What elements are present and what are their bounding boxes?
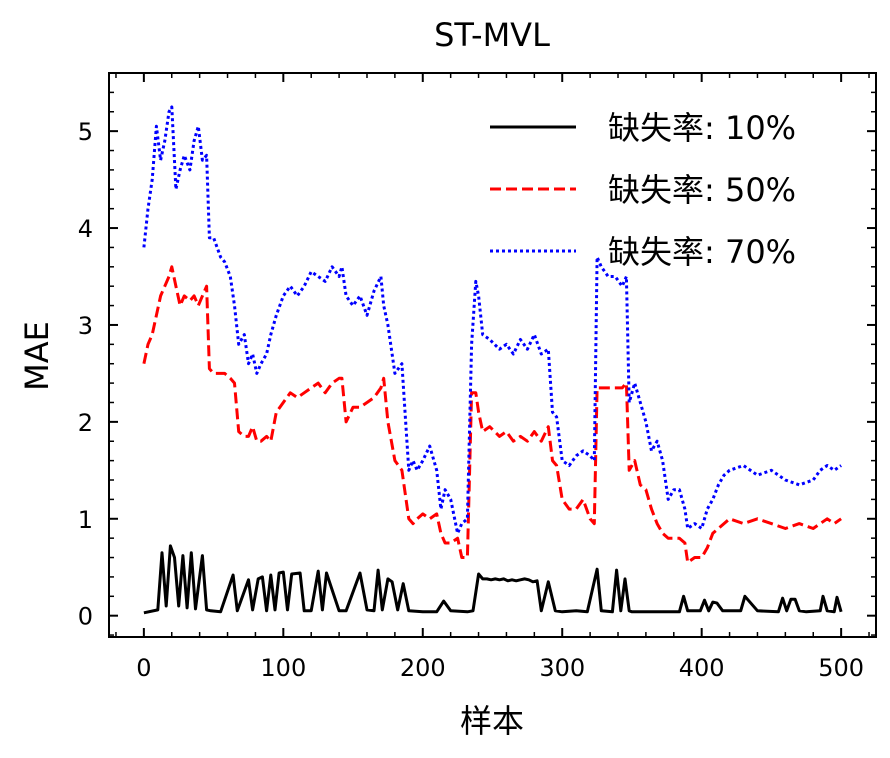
plot-area xyxy=(142,105,843,615)
legend: 缺失率: 10% 缺失率: 50% 缺失率: 70% xyxy=(490,109,796,271)
legend-label-3: 缺失率: 70% xyxy=(608,233,796,271)
y-axis-title: MAE xyxy=(18,321,56,391)
plot-frame xyxy=(108,72,877,638)
y-tick-label: 2 xyxy=(78,409,93,437)
x-tick-label: 400 xyxy=(679,654,725,682)
y-tick-label: 4 xyxy=(78,215,93,243)
legend-label-2: 缺失率: 50% xyxy=(608,171,796,209)
x-tick-label: 500 xyxy=(818,654,864,682)
series-line-1 xyxy=(143,544,843,615)
y-tick-label: 1 xyxy=(78,506,93,534)
series-line-2 xyxy=(142,265,842,564)
x-tick-label: 300 xyxy=(539,654,585,682)
legend-label-1: 缺失率: 10% xyxy=(608,109,796,147)
x-tick-label: 100 xyxy=(260,654,306,682)
y-tick-label: 3 xyxy=(78,312,93,340)
x-tick-label: 0 xyxy=(136,654,151,682)
y-tick-label: 5 xyxy=(78,118,93,146)
chart-title: ST-MVL xyxy=(434,16,550,54)
axes: 0 100 200 300 400 500 0 1 2 3 4 5 xyxy=(78,72,877,682)
y-tick-label: 0 xyxy=(78,603,93,631)
x-axis-title: 样本 xyxy=(460,702,524,740)
series-line-3 xyxy=(142,105,842,535)
x-tick-label: 200 xyxy=(400,654,446,682)
